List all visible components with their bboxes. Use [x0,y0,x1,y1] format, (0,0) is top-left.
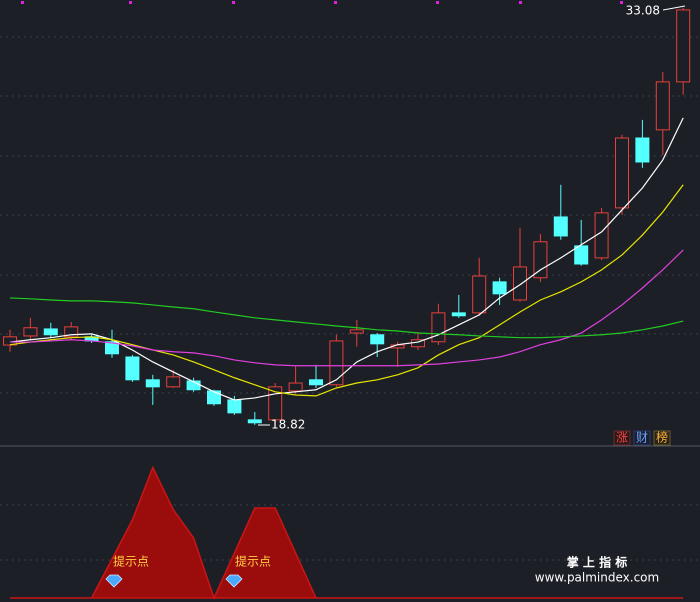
candle-body [635,137,650,163]
marker [519,1,522,4]
signal-label: 提示点 [113,554,149,569]
signal-label: 提示点 [235,554,271,569]
low-label: 18.82 [271,418,305,432]
candle-body [472,275,487,314]
candle-body [105,341,119,355]
button-bg[interactable] [613,430,631,446]
candle-body [676,9,691,83]
candle-body [370,334,385,345]
button-bg[interactable] [633,430,651,446]
candle-body [431,312,446,343]
marker [129,1,132,4]
labels: 33.08 18.82 涨 财 榜 提示点 提示点 掌 上 指 标 www.pa… [105,4,686,588]
diamond-icon [225,574,243,588]
moving-average-line [9,297,684,339]
button-bg[interactable] [653,430,671,446]
brand: 掌 上 指 标 [567,555,628,570]
candle-body [329,340,344,386]
button[interactable]: 涨 [616,430,628,445]
candle-body [288,382,303,392]
moving-average-line [9,184,684,397]
candle-body [43,328,58,336]
candle-body [451,312,466,317]
candle-body [247,419,262,424]
candle-body [23,327,38,337]
candle-body [227,399,242,414]
high-label: 33.08 [626,4,660,18]
candle-body [349,329,364,334]
candle-body [553,216,568,237]
indicator-area [10,465,684,601]
candle-body [145,379,160,388]
price-panel [3,7,691,425]
candle-body [64,326,79,338]
candle-body [125,356,140,381]
marker [334,1,337,4]
indicator-panel [10,465,684,601]
candle-body [207,390,221,405]
candle-body [166,376,181,388]
candle-body [492,281,507,295]
high-pointer [662,5,686,11]
marker [21,1,24,4]
grid [0,36,700,561]
marker [620,1,623,4]
candle-body [309,379,323,386]
button[interactable]: 榜 [656,430,668,445]
candle-body [655,81,670,131]
marker [232,1,235,4]
candle-body [615,137,629,209]
diamond-icon [105,574,123,588]
top-markers [21,1,623,4]
candle-body [513,266,527,301]
url: www.palmindex.com [535,571,659,585]
button[interactable]: 财 [636,431,648,445]
candle-body [574,245,589,265]
candle-body [533,241,548,279]
marker [436,1,439,4]
